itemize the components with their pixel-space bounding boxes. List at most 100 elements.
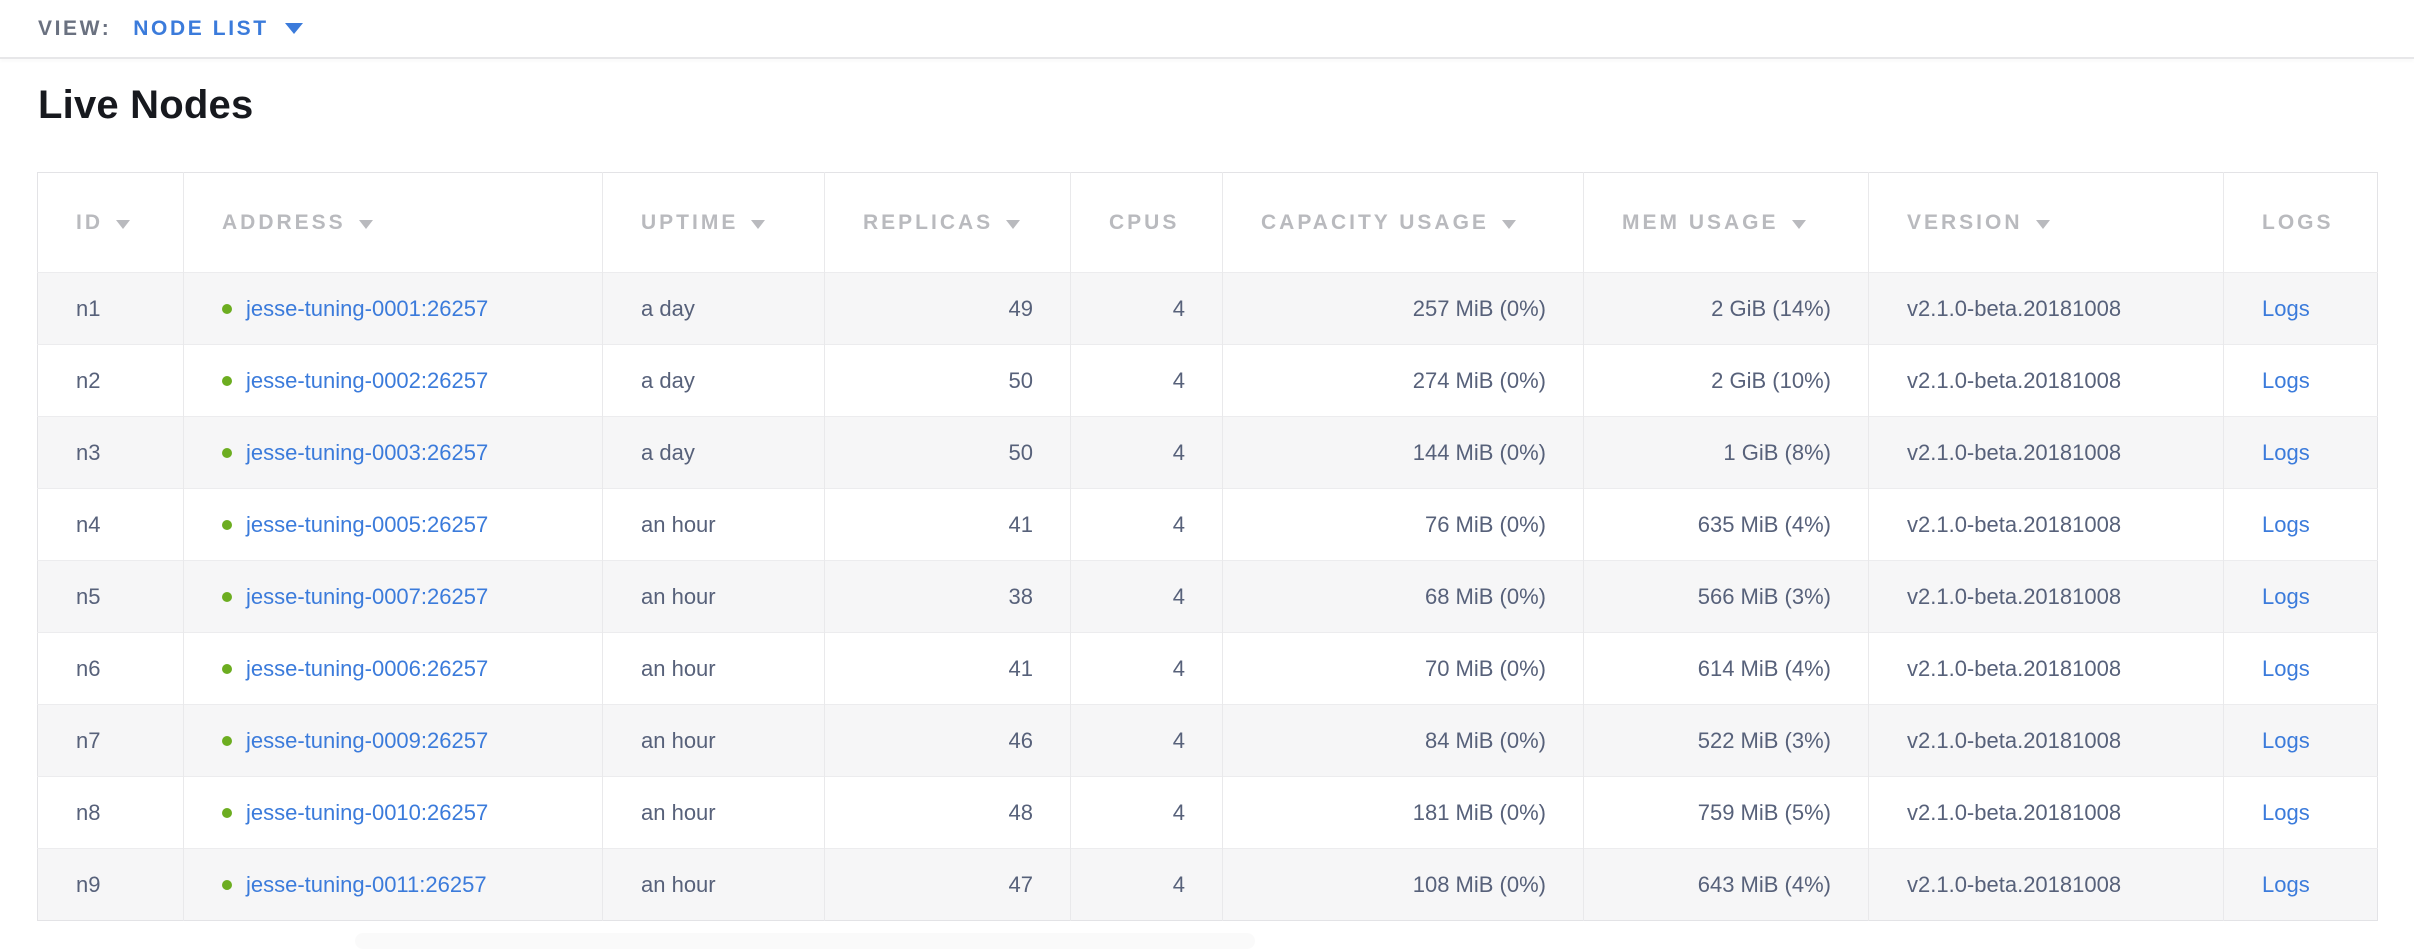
node-replicas: 48 [824,776,1071,849]
node-version: v2.1.0-beta.20181008 [1868,632,2224,705]
node-mem-usage: 566 MiB (3%) [1583,560,1869,633]
node-mem-usage: 2 GiB (10%) [1583,344,1869,417]
node-capacity-usage: 181 MiB (0%) [1222,776,1584,849]
logs-link[interactable]: Logs [2262,295,2310,321]
table-row: n6 jesse-tuning-0006:26257 an hour 41 4 … [37,632,2378,705]
node-logs-cell: Logs [2223,416,2378,489]
node-logs-cell: Logs [2223,344,2378,417]
column-header-id[interactable]: ID [37,172,184,273]
node-replicas: 41 [824,488,1071,561]
logs-link[interactable]: Logs [2262,439,2310,465]
sort-desc-icon [2035,219,2050,229]
node-version: v2.1.0-beta.20181008 [1868,560,2224,633]
node-uptime: a day [602,416,825,489]
node-id: n5 [37,560,184,633]
node-address-cell: jesse-tuning-0003:26257 [183,416,603,489]
node-mem-usage: 635 MiB (4%) [1583,488,1869,561]
node-uptime: an hour [602,488,825,561]
node-mem-usage: 2 GiB (14%) [1583,272,1869,345]
node-address-link[interactable]: jesse-tuning-0011:26257 [246,871,487,897]
node-capacity-usage: 70 MiB (0%) [1222,632,1584,705]
logs-link[interactable]: Logs [2262,511,2310,537]
node-address-link[interactable]: jesse-tuning-0009:26257 [246,727,489,753]
sort-desc-icon [358,219,373,229]
sort-desc-icon [1006,219,1021,229]
node-logs-cell: Logs [2223,632,2378,705]
node-capacity-usage: 274 MiB (0%) [1222,344,1584,417]
node-capacity-usage: 76 MiB (0%) [1222,488,1584,561]
node-address-link[interactable]: jesse-tuning-0003:26257 [246,439,489,465]
node-live-status-icon [222,519,232,530]
table-row: n4 jesse-tuning-0005:26257 an hour 41 4 … [37,488,2378,561]
node-address-link[interactable]: jesse-tuning-0007:26257 [246,583,489,609]
node-address-cell: jesse-tuning-0006:26257 [183,632,603,705]
column-header-address[interactable]: ADDRESS [183,172,603,273]
node-cpus: 4 [1070,344,1223,417]
node-capacity-usage: 68 MiB (0%) [1222,560,1584,633]
column-header-uptime[interactable]: UPTIME [602,172,825,273]
view-bar: VIEW: NODE LIST [0,0,2414,57]
node-cpus: 4 [1070,632,1223,705]
node-logs-cell: Logs [2223,488,2378,561]
node-id: n8 [37,776,184,849]
logs-link[interactable]: Logs [2262,799,2310,825]
node-replicas: 50 [824,416,1071,489]
node-id: n6 [37,632,184,705]
node-address-link[interactable]: jesse-tuning-0001:26257 [246,295,489,321]
column-header-capacity-usage[interactable]: CAPACITY USAGE [1222,172,1584,273]
node-address-cell: jesse-tuning-0002:26257 [183,344,603,417]
node-address-cell: jesse-tuning-0009:26257 [183,704,603,777]
node-uptime: an hour [602,560,825,633]
node-address-cell: jesse-tuning-0005:26257 [183,488,603,561]
node-live-status-icon [222,735,232,746]
node-address-link[interactable]: jesse-tuning-0005:26257 [246,511,489,537]
table-row: n2 jesse-tuning-0002:26257 a day 50 4 27… [37,344,2378,417]
node-id: n4 [37,488,184,561]
node-logs-cell: Logs [2223,560,2378,633]
logs-link[interactable]: Logs [2262,583,2310,609]
node-live-status-icon [222,591,232,602]
logs-link[interactable]: Logs [2262,655,2310,681]
node-id: n1 [37,272,184,345]
view-dropdown[interactable]: NODE LIST [133,17,303,41]
chevron-down-icon [284,23,303,34]
node-live-status-icon [222,807,232,818]
node-id: n7 [37,704,184,777]
sort-desc-icon [751,219,766,229]
logs-link[interactable]: Logs [2262,367,2310,393]
table-row: n7 jesse-tuning-0009:26257 an hour 46 4 … [37,704,2378,777]
logs-link[interactable]: Logs [2262,871,2310,897]
node-replicas: 50 [824,344,1071,417]
node-capacity-usage: 144 MiB (0%) [1222,416,1584,489]
node-mem-usage: 1 GiB (8%) [1583,416,1869,489]
table-row: n8 jesse-tuning-0010:26257 an hour 48 4 … [37,776,2378,849]
node-live-status-icon [222,879,232,890]
page-title: Live Nodes [38,83,254,127]
node-replicas: 47 [824,848,1071,921]
node-cpus: 4 [1070,272,1223,345]
node-cpus: 4 [1070,848,1223,921]
sort-desc-icon [116,219,130,229]
node-replicas: 41 [824,632,1071,705]
node-cpus: 4 [1070,416,1223,489]
sort-desc-icon [1501,219,1516,229]
node-uptime: a day [602,272,825,345]
column-header-replicas[interactable]: REPLICAS [824,172,1071,273]
node-version: v2.1.0-beta.20181008 [1868,776,2224,849]
node-live-status-icon [222,303,232,314]
page-bottom-shadow [355,933,1255,949]
node-version: v2.1.0-beta.20181008 [1868,416,2224,489]
node-address-link[interactable]: jesse-tuning-0002:26257 [246,367,489,393]
node-address-link[interactable]: jesse-tuning-0010:26257 [246,799,489,825]
column-header-mem-usage[interactable]: MEM USAGE [1583,172,1869,273]
table-row: n3 jesse-tuning-0003:26257 a day 50 4 14… [37,416,2378,489]
node-id: n3 [37,416,184,489]
node-logs-cell: Logs [2223,272,2378,345]
node-address-link[interactable]: jesse-tuning-0006:26257 [246,655,489,681]
logs-link[interactable]: Logs [2262,727,2310,753]
column-header-version[interactable]: VERSION [1868,172,2224,273]
node-live-status-icon [222,447,232,458]
node-version: v2.1.0-beta.20181008 [1868,272,2224,345]
node-capacity-usage: 257 MiB (0%) [1222,272,1584,345]
node-capacity-usage: 108 MiB (0%) [1222,848,1584,921]
